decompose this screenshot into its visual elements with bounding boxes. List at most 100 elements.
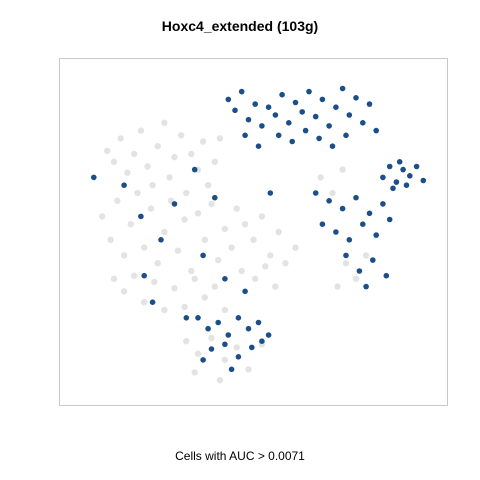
active-cell-point-41 [312, 190, 319, 196]
background-cell-point-68 [233, 344, 240, 351]
background-cell-point-73 [317, 174, 324, 181]
background-cell-point-53 [241, 221, 249, 228]
background-cell-point-75 [339, 166, 346, 173]
active-cell-point-55 [370, 257, 376, 263]
active-cell-point-39 [403, 182, 410, 188]
background-cell-point-5 [137, 127, 145, 134]
background-cell-point-63 [292, 244, 299, 251]
active-cell-point-14 [319, 96, 326, 103]
background-cell-point-3 [124, 169, 131, 176]
background-cell-point-46 [171, 285, 178, 292]
background-cell-point-8 [154, 143, 161, 150]
active-cell-point-18 [346, 112, 353, 118]
background-cell-point-11 [171, 153, 178, 161]
active-cell-point-73 [91, 174, 97, 181]
background-cell-point-26 [141, 244, 148, 251]
active-cell-point-34 [400, 166, 406, 173]
background-cell-point-62 [282, 260, 289, 267]
active-cell-point-48 [333, 229, 339, 235]
active-cell-point-79 [200, 252, 206, 259]
background-cell-point-45 [161, 306, 168, 314]
scatter-plot [91, 85, 427, 384]
active-cell-point-52 [386, 216, 393, 223]
background-cell-point-34 [194, 210, 202, 217]
background-cell-point-44 [151, 278, 158, 286]
background-cell-point-64 [183, 338, 190, 345]
active-cell-point-28 [343, 132, 349, 139]
active-cell-point-54 [356, 268, 363, 274]
active-cell-point-38 [390, 185, 396, 192]
background-cell-point-23 [120, 252, 128, 259]
active-cell-point-65 [265, 332, 272, 338]
background-cell-point-40 [110, 275, 118, 282]
background-cell-point-55 [258, 213, 266, 220]
active-cell-point-44 [353, 194, 359, 201]
active-cell-point-60 [215, 319, 221, 326]
background-cell-point-59 [252, 275, 259, 282]
background-cell-point-47 [181, 303, 188, 311]
background-cell-point-6 [144, 163, 151, 170]
active-cell-point-17 [339, 85, 346, 92]
background-cell-point-37 [215, 256, 222, 264]
background-cell-point-21 [107, 236, 114, 243]
active-cell-point-8 [279, 91, 285, 98]
active-cell-point-12 [306, 88, 312, 95]
chart-title: Hoxc4_extended (103g) [161, 18, 319, 34]
background-cell-point-67 [221, 356, 229, 364]
active-cell-point-3 [245, 116, 252, 123]
active-cell-point-70 [259, 338, 265, 345]
active-cell-point-86 [267, 190, 274, 196]
active-cell-point-67 [222, 341, 228, 348]
active-cell-point-47 [319, 221, 326, 227]
active-cell-point-82 [141, 272, 147, 279]
background-cell-point-28 [154, 260, 161, 267]
active-cell-point-75 [138, 213, 144, 220]
background-cell-point-61 [272, 283, 279, 290]
active-cell-point-84 [183, 315, 190, 321]
background-cell-point-52 [233, 205, 240, 212]
active-cell-point-2 [238, 88, 245, 95]
active-cell-point-42 [326, 198, 332, 204]
active-cell-point-43 [339, 205, 346, 212]
background-cell-point-41 [120, 288, 128, 295]
background-cell-point-65 [194, 350, 202, 357]
active-cell-point-29 [242, 132, 248, 139]
active-cell-point-69 [249, 344, 255, 351]
background-cell-point-74 [329, 189, 336, 197]
active-cell-point-85 [242, 288, 248, 295]
background-cell-point-10 [166, 174, 173, 181]
active-cell-point-61 [225, 332, 232, 338]
background-cell-point-31 [174, 247, 182, 254]
active-cell-point-72 [228, 366, 235, 373]
active-cell-point-23 [275, 132, 282, 139]
background-cell-point-33 [188, 267, 195, 275]
active-cell-point-7 [272, 112, 279, 118]
background-cell-point-77 [352, 275, 360, 282]
background-cell-point-48 [191, 275, 198, 282]
active-cell-point-33 [393, 179, 400, 185]
background-cell-point-17 [204, 182, 212, 189]
active-cell-point-35 [407, 173, 413, 179]
background-cell-point-22 [114, 197, 121, 204]
background-cell-point-60 [262, 263, 269, 270]
active-cell-point-62 [235, 315, 242, 321]
active-cell-point-51 [373, 232, 380, 238]
background-cell-point-9 [161, 119, 168, 126]
active-cell-point-53 [343, 252, 349, 259]
active-cell-point-1 [232, 107, 238, 114]
active-cell-point-64 [255, 319, 262, 326]
active-cell-point-40 [396, 159, 403, 165]
background-cell-point-78 [362, 252, 370, 259]
active-cell-point-81 [222, 276, 228, 282]
active-cell-point-68 [235, 354, 242, 360]
active-cell-point-4 [252, 101, 258, 107]
active-cell-point-78 [191, 166, 198, 173]
background-cell-point-25 [134, 189, 141, 197]
plot-frame [59, 58, 448, 406]
active-cell-point-46 [380, 201, 386, 207]
active-cell-point-36 [413, 163, 420, 170]
active-cell-point-15 [326, 123, 332, 129]
background-cell-point-7 [149, 182, 156, 189]
background-cell-point-66 [208, 334, 215, 342]
background-cell-point-27 [147, 205, 155, 212]
